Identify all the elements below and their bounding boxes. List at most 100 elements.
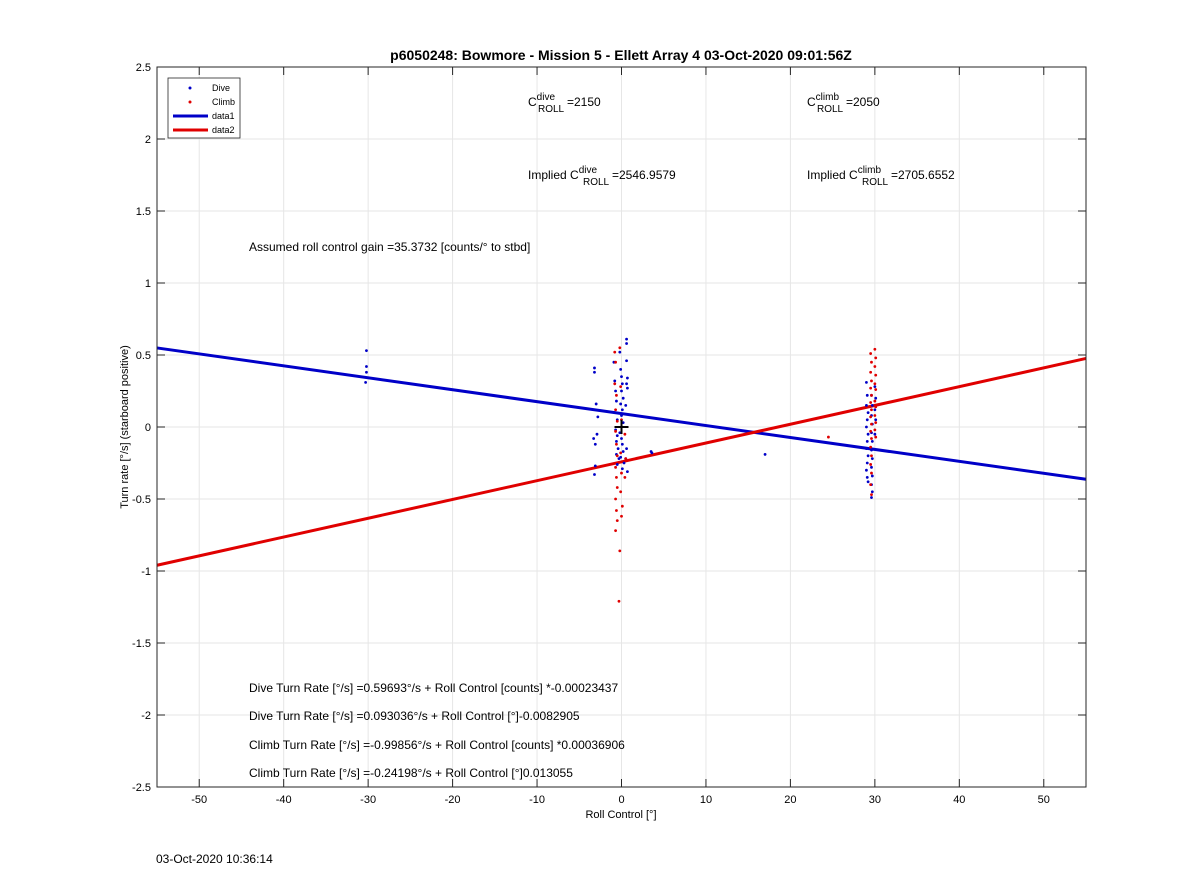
dive-point <box>870 440 874 443</box>
climb-point <box>620 504 624 508</box>
climb-point <box>620 514 623 518</box>
x-tick-label: 10 <box>700 794 712 806</box>
climb-point <box>614 360 617 364</box>
dive-point <box>615 399 618 403</box>
fit-line-data2 <box>156 356 1087 567</box>
gain-annotation: Assumed roll control gain =35.3732 [coun… <box>249 240 530 254</box>
climb-point <box>870 471 873 475</box>
dive-point <box>870 457 874 461</box>
dive-point <box>624 404 628 407</box>
dive-point <box>621 396 625 400</box>
dive-point <box>873 432 877 436</box>
dive-point <box>620 408 624 412</box>
climb-point <box>869 463 873 466</box>
dive-point <box>865 425 868 429</box>
climb-point <box>874 421 878 425</box>
climb-point <box>827 435 830 439</box>
footer-timestamp: 03-Oct-2020 10:36:14 <box>156 852 273 866</box>
dive-point <box>626 470 629 474</box>
dive-point <box>620 467 624 471</box>
x-tick-label: 30 <box>869 794 881 806</box>
climb-point <box>615 519 619 522</box>
y-tick-label: -1 <box>141 566 151 578</box>
dive-point <box>866 454 870 458</box>
dive-point <box>615 434 619 438</box>
climb-point <box>870 437 873 440</box>
dive-point <box>865 461 869 465</box>
fit-lines <box>156 346 1087 567</box>
climb-point <box>614 408 617 412</box>
dive-point <box>626 376 629 380</box>
dive-equation-degrees: Dive Turn Rate [°/s] =0.093036°/s + Roll… <box>249 709 580 723</box>
x-tick-label: -50 <box>191 794 207 806</box>
legend-data2-label: data2 <box>212 125 235 135</box>
legend-climb-label: Climb <box>212 97 235 107</box>
climb-point <box>615 476 618 479</box>
climb-point <box>615 486 619 489</box>
dive-point <box>870 465 873 469</box>
dive-point <box>615 463 619 466</box>
climb-point <box>617 599 621 603</box>
climb-point <box>615 509 618 512</box>
y-tick-label: 2 <box>145 134 151 146</box>
climb-point <box>874 435 878 439</box>
climb-point <box>870 422 873 426</box>
dive-point <box>595 432 599 436</box>
axis-ticks: -50 -40 -30 -20 -10 0 10 20 30 40 50-2.5-2-1.5-1-0… <box>132 62 1086 806</box>
dive-point <box>763 452 767 456</box>
dive-point <box>592 437 596 440</box>
dive-point <box>619 368 623 371</box>
climb-point <box>613 382 617 386</box>
climb-point <box>870 360 873 364</box>
y-tick-label: 0 <box>145 422 151 434</box>
climb-point <box>614 497 617 501</box>
climb-point <box>614 529 617 533</box>
dive-point <box>870 404 874 407</box>
climb-point <box>614 429 617 433</box>
dive-point <box>622 461 626 465</box>
dive-point <box>616 447 620 450</box>
dive-point <box>620 382 624 386</box>
dive-point <box>625 447 628 450</box>
dive-point <box>625 342 628 345</box>
legend-dive-marker <box>188 86 192 90</box>
dive-point <box>364 380 368 384</box>
climb-point <box>873 382 877 386</box>
legend-climb-marker <box>188 100 192 104</box>
y-tick-label: 2.5 <box>136 62 151 74</box>
dive-point <box>615 440 618 443</box>
x-tick-label: -10 <box>529 794 545 806</box>
dive-point <box>866 480 870 484</box>
dive-point <box>593 366 596 370</box>
y-tick-label: 0.5 <box>136 350 151 362</box>
x-tick-label: -40 <box>276 794 292 806</box>
climb-point <box>615 442 618 446</box>
x-tick-label: 50 <box>1038 794 1050 806</box>
dive-point <box>625 382 628 386</box>
chart-title: p6050248: Bowmore - Mission 5 - Ellett A… <box>390 47 852 63</box>
climb-point <box>869 445 873 449</box>
climb-point <box>874 405 878 409</box>
dive-point <box>870 496 873 499</box>
dive-point <box>619 455 623 459</box>
climb-point <box>623 476 627 479</box>
dive-point <box>593 442 597 446</box>
dive-point <box>625 359 628 363</box>
climb-point <box>615 393 618 397</box>
dive-point <box>866 432 870 436</box>
y-tick-label: -0.5 <box>132 494 151 506</box>
climb-point <box>869 370 873 374</box>
climb-equation-degrees: Climb Turn Rate [°/s] =-0.24198°/s + Rol… <box>249 766 573 780</box>
dive-point <box>626 386 629 390</box>
dive-point <box>593 464 597 468</box>
climb-point <box>874 388 878 391</box>
dive-point <box>874 396 878 400</box>
dive-point <box>865 468 868 472</box>
climb-point <box>869 429 873 433</box>
dive-point <box>625 337 628 341</box>
dive-point <box>365 370 368 374</box>
dive-point <box>620 442 624 446</box>
climb-point <box>614 465 617 469</box>
y-tick-label: 1.5 <box>136 206 151 218</box>
dive-point <box>865 404 868 407</box>
